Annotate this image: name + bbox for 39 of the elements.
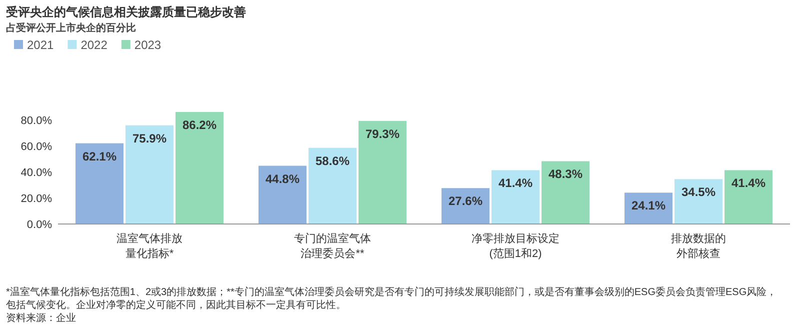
bar	[176, 112, 224, 224]
y-tick-label: 0.0%	[26, 219, 52, 231]
bar	[674, 179, 722, 224]
bar	[76, 143, 124, 224]
y-tick-label: 80.0%	[20, 115, 52, 127]
y-tick-label: 40.0%	[20, 167, 52, 179]
bar	[542, 161, 590, 224]
data-label: 44.8%	[265, 172, 300, 186]
bar	[358, 120, 406, 224]
bar	[442, 188, 490, 224]
data-label: 86.2%	[182, 118, 217, 132]
x-tick-label: 净零排放目标设定(范围1和2)	[471, 232, 560, 262]
y-tick-label: 60.0%	[20, 141, 52, 153]
bar	[258, 166, 306, 224]
x-tick-label: 温室气体排放量化指标*	[116, 232, 183, 262]
legend-label: 2022	[80, 38, 108, 52]
bar	[308, 148, 356, 224]
chart-subtitle: 占受评公开上市央企的百分比	[6, 21, 136, 35]
data-label: 24.1%	[631, 198, 666, 213]
data-label: 75.9%	[132, 131, 167, 146]
x-tick-label: 专门的温室气体治理委员会**	[294, 232, 372, 262]
chart-title: 受评央企的气候信息相关披露质量已稳步改善	[6, 4, 246, 21]
legend-label: 2023	[134, 38, 162, 52]
data-label: 79.3%	[365, 126, 400, 141]
bar	[724, 170, 772, 224]
data-label: 48.3%	[548, 167, 583, 182]
data-label: 62.1%	[82, 149, 117, 164]
text: *温室气体量化指标包括范围1、2或3的排放数据；**专门的温室气体治理委员会研究是否有专门的可持续发展职能部门，或是否有董事会级别的ESG委员会负责管理ESG风险，包括气候变化。企业对净零的定义可能不同，因此其目标不一定具有可比性。	[6, 286, 778, 312]
text: 资料来源：企业	[6, 312, 77, 325]
bar	[492, 170, 540, 224]
data-label: 41.4%	[731, 176, 766, 190]
data-label: 58.6%	[315, 154, 350, 168]
x-tick-label: 排放数据的外部核查	[670, 232, 726, 262]
y-tick-label: 20.0%	[20, 193, 52, 205]
bar	[126, 125, 174, 224]
data-label: 34.5%	[681, 185, 716, 200]
legend-label: 2021	[27, 38, 54, 52]
data-label: 27.6%	[448, 194, 483, 208]
data-label: 41.4%	[498, 176, 533, 190]
